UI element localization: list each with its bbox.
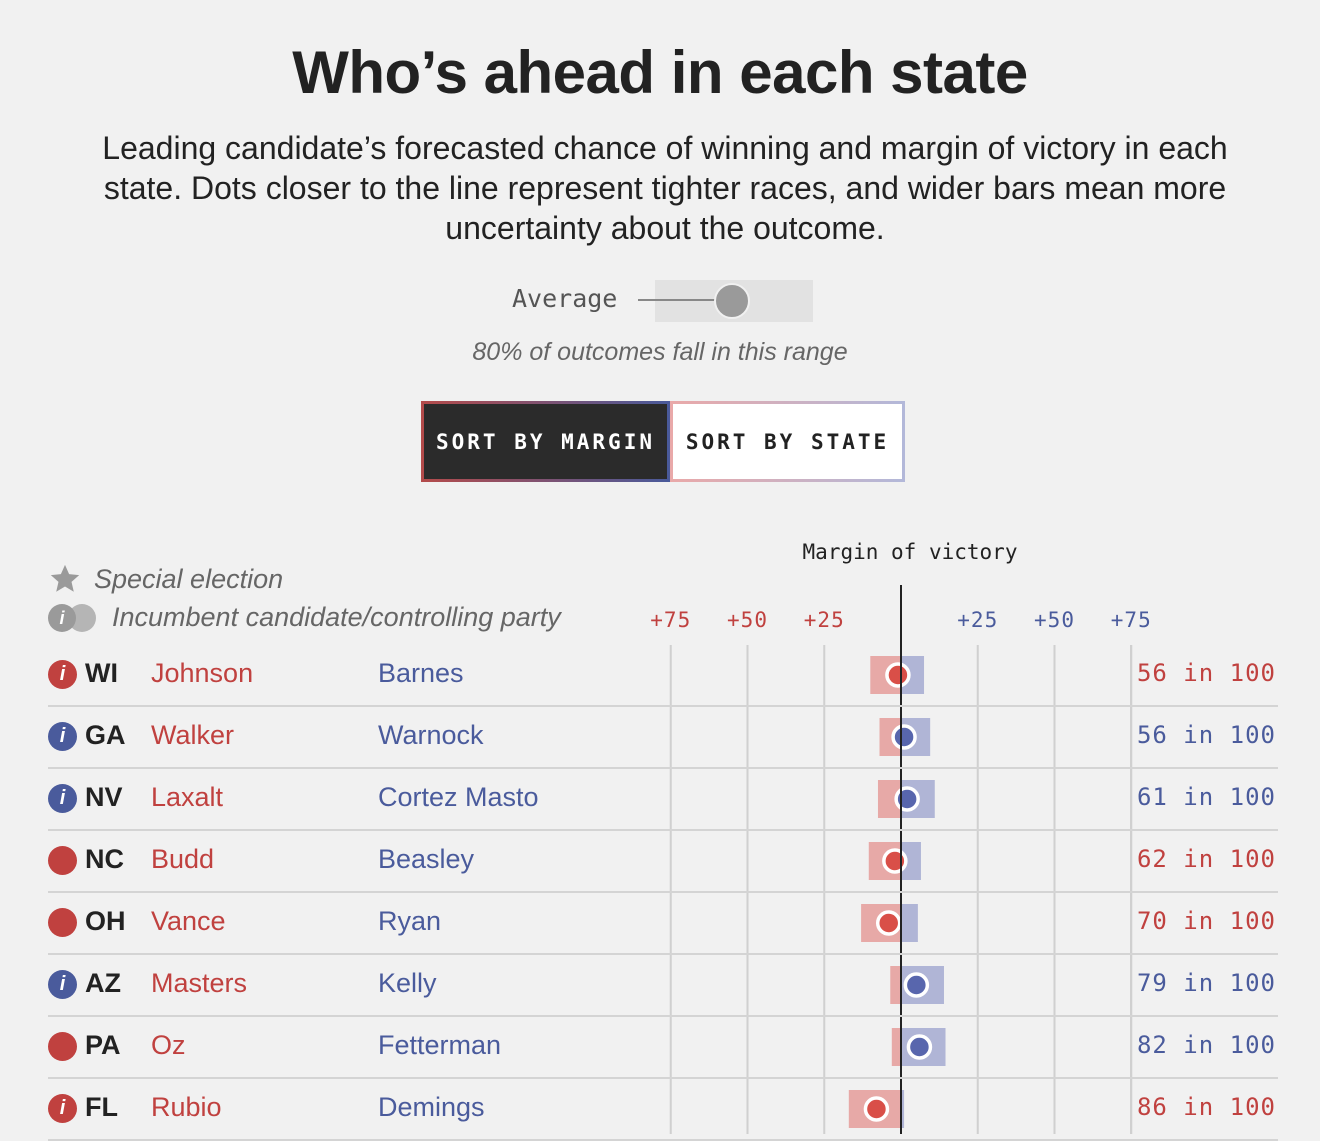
- star-icon: [50, 564, 80, 592]
- margin-dot: [891, 724, 917, 750]
- race-row: i AZ Masters Kelly 79 in 100: [48, 955, 1278, 1017]
- race-row: NC Budd Beasley 62 in 100: [48, 831, 1278, 893]
- incumbent-marker: i: [48, 784, 77, 813]
- win-chance: 62 in 100: [1136, 845, 1276, 873]
- dem-candidate: Demings: [378, 1092, 485, 1122]
- rep-candidate: Johnson: [151, 658, 254, 688]
- page-title: Who’s ahead in each state: [292, 39, 1028, 106]
- win-chance: 56 in 100: [1136, 659, 1276, 687]
- tick-label: +25: [804, 608, 845, 632]
- incumbent-marker: i: [48, 1094, 77, 1123]
- race-row: OH Vance Ryan 70 in 100: [48, 893, 1278, 955]
- tick-label: +25: [957, 608, 998, 632]
- win-chance: 56 in 100: [1136, 721, 1276, 749]
- dem-candidate: Beasley: [378, 844, 475, 874]
- win-chance: 79 in 100: [1136, 969, 1276, 997]
- page-subtitle: Leading candidate’s forecasted chance of…: [102, 130, 1228, 246]
- margin-dot: [885, 662, 911, 688]
- win-chance: 70 in 100: [1136, 907, 1276, 935]
- dem-range-bar: [901, 904, 918, 942]
- dem-candidate: Ryan: [378, 906, 442, 936]
- incumbent-icon-front: i: [48, 603, 76, 632]
- margin-dot: [875, 910, 902, 936]
- rep-candidate: Vance: [151, 906, 226, 936]
- dem-range-bar: [901, 656, 925, 694]
- rep-candidate: Rubio: [151, 1092, 222, 1122]
- rep-candidate: Oz: [151, 1030, 186, 1060]
- margin-dot: [863, 1096, 890, 1122]
- toggle-line: [638, 299, 718, 301]
- rep-candidate: Masters: [151, 968, 248, 998]
- incumbent-marker: i: [48, 722, 77, 751]
- state-code: GA: [85, 720, 126, 750]
- sort-by-state-button[interactable]: SORT BY STATE: [670, 401, 905, 482]
- race-row: i WI Johnson Barnes 56 in 100: [48, 645, 1278, 707]
- toggle-label: Average: [512, 284, 618, 313]
- win-chance: 86 in 100: [1136, 1093, 1276, 1121]
- margin-dot: [903, 972, 930, 998]
- state-code: NC: [85, 844, 124, 874]
- dem-candidate: Barnes: [378, 658, 464, 688]
- race-row: i GA Walker Warnock 56 in 100: [48, 707, 1278, 769]
- win-chance: 82 in 100: [1136, 1031, 1276, 1059]
- state-code: AZ: [85, 968, 121, 998]
- sort-by-margin-button[interactable]: SORT BY MARGIN: [421, 401, 670, 482]
- rep-candidate: Budd: [151, 844, 215, 874]
- incumbent-marker: [48, 908, 77, 937]
- margin-dot: [906, 1034, 933, 1060]
- dem-candidate: Cortez Masto: [378, 782, 539, 812]
- legend-special-label: Special election: [94, 563, 284, 594]
- tick-label: +75: [1111, 608, 1152, 632]
- race-row: PA Oz Fetterman 82 in 100: [48, 1017, 1278, 1079]
- incumbent-marker: i: [48, 970, 77, 999]
- state-code: OH: [85, 906, 126, 936]
- dem-range-bar: [901, 842, 921, 880]
- range-note: 80% of outcomes fall in this range: [472, 338, 848, 366]
- rep-range-bar: [877, 780, 901, 818]
- tick-label: +50: [727, 608, 768, 632]
- incumbent-marker: [48, 1032, 77, 1061]
- state-code: FL: [85, 1092, 118, 1122]
- state-code: WI: [85, 658, 118, 688]
- dem-candidate: Warnock: [378, 720, 484, 750]
- toggle-knob[interactable]: [714, 283, 750, 319]
- state-code: NV: [85, 782, 123, 812]
- legend-incumbent: i Incumbent candidate/controlling party: [48, 602, 561, 633]
- race-row: i NV Laxalt Cortez Masto 61 in 100: [48, 769, 1278, 831]
- legend-incumbent-label: Incumbent candidate/controlling party: [112, 602, 561, 632]
- legend-special: Special election: [48, 562, 283, 596]
- incumbent-icon: i: [48, 603, 100, 632]
- race-table: i WI Johnson Barnes 56 in 100 i GA Walker Warnoc…: [48, 645, 1278, 1141]
- rep-range-bar: [890, 966, 901, 1004]
- incumbent-marker: [48, 846, 77, 875]
- rep-candidate: Walker: [151, 720, 235, 750]
- win-chance: 61 in 100: [1136, 783, 1276, 811]
- tick-label: +75: [650, 608, 691, 632]
- incumbent-marker: i: [48, 660, 77, 689]
- dem-range-bar: [901, 1090, 905, 1128]
- range-toggle[interactable]: Average: [500, 278, 820, 324]
- tick-label: +50: [1034, 608, 1075, 632]
- rep-candidate: Laxalt: [151, 782, 224, 812]
- race-row: i FL Rubio Demings 86 in 100: [48, 1079, 1278, 1141]
- dem-candidate: Fetterman: [378, 1030, 502, 1060]
- rep-range-bar: [891, 1028, 901, 1066]
- dem-candidate: Kelly: [378, 968, 437, 998]
- axis-title: Margin of victory: [802, 540, 1018, 564]
- state-code: PA: [85, 1030, 121, 1060]
